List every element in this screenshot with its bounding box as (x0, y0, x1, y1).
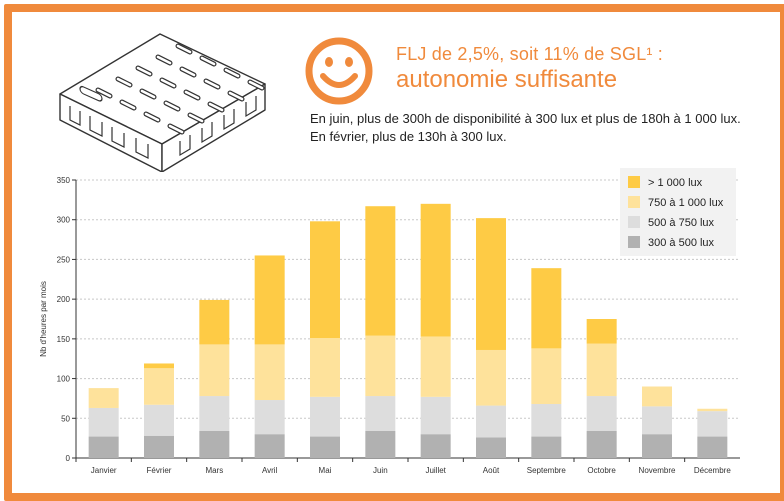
legend-label: 750 à 1 000 lux (648, 197, 724, 209)
bar-segment (365, 335, 396, 397)
legend-swatch (628, 216, 640, 228)
bar-segment (254, 255, 285, 345)
bar-segment (199, 299, 230, 345)
x-tick-label: Mars (205, 466, 223, 475)
legend-label: > 1 000 lux (648, 177, 703, 189)
headline-line2: autonomie suffisante (396, 66, 618, 93)
smiley-icon (305, 37, 373, 105)
x-tick-label: Octobre (587, 466, 616, 475)
y-tick-label: 300 (57, 216, 71, 225)
bar-segment (531, 403, 562, 437)
bar-segment (531, 436, 562, 458)
bar-segment (420, 336, 451, 397)
bar-segment (365, 396, 396, 431)
legend-swatch (628, 236, 640, 248)
bar-segment (88, 407, 119, 437)
bar-segment (144, 404, 174, 436)
bar-segment (144, 363, 174, 369)
bar-segment (365, 430, 396, 458)
bar-segment (586, 343, 617, 397)
bar-segment (697, 436, 728, 458)
x-tick-label: Août (483, 466, 500, 475)
bar-segment (420, 203, 451, 337)
bar-segment (310, 221, 340, 339)
bar-segment (144, 368, 174, 405)
bar-segment (88, 436, 119, 458)
y-tick-label: 250 (57, 255, 71, 264)
x-tick-label: Novembre (639, 466, 676, 475)
bar-segment (476, 405, 506, 438)
bar-segment (254, 434, 285, 458)
bar-segment (586, 430, 617, 458)
bar-segment (254, 344, 285, 401)
legend-swatch (628, 176, 640, 188)
bar-segment (144, 435, 174, 458)
bar-segment (199, 344, 230, 397)
y-tick-label: 150 (57, 335, 71, 344)
bar-segment (310, 436, 340, 458)
x-tick-label: Décembre (694, 466, 731, 475)
y-tick-label: 0 (66, 454, 71, 463)
x-tick-label: Juillet (425, 466, 446, 475)
description-text: En juin, plus de 300h de disponibilité à… (310, 111, 741, 144)
y-tick-label: 100 (57, 375, 71, 384)
bar-segment (420, 396, 451, 435)
headline-line1: FLJ de 2,5%, soit 11% de SGL¹ : (396, 44, 663, 64)
x-tick-label: Février (147, 466, 172, 475)
x-tick-label: Septembre (527, 466, 567, 475)
bar-segment (476, 349, 506, 406)
bar-segment (697, 408, 728, 412)
bar-segment (642, 386, 672, 407)
y-tick-label: 200 (57, 295, 71, 304)
bar-segment (586, 319, 617, 344)
x-tick-label: Janvier (91, 466, 117, 475)
x-tick-label: Juin (373, 466, 388, 475)
y-tick-label: 350 (57, 176, 71, 185)
x-tick-label: Mai (319, 466, 332, 475)
bar-segment (476, 218, 506, 350)
bar-segment (586, 396, 617, 431)
bar-segment (420, 434, 451, 458)
bar-segment (88, 388, 119, 408)
x-tick-label: Avril (262, 466, 278, 475)
y-axis-label: Nb d'heures par mois (39, 281, 48, 357)
bar-segment (254, 400, 285, 435)
bar-segment (476, 437, 506, 458)
bar-segment (365, 206, 396, 336)
building-icon (59, 33, 266, 172)
bar-segment (697, 411, 728, 437)
bar-segment (531, 348, 562, 404)
bar-segment (199, 396, 230, 431)
bar-segment (310, 338, 340, 397)
legend-label: 500 à 750 lux (648, 217, 715, 229)
bar-segment (642, 406, 672, 435)
y-tick-label: 50 (61, 414, 70, 423)
bar-segment (199, 430, 230, 458)
bar-segment (310, 396, 340, 437)
legend-label: 300 à 500 lux (648, 237, 715, 249)
legend-swatch (628, 196, 640, 208)
bar-segment (642, 434, 672, 458)
bar-segment (531, 268, 562, 349)
